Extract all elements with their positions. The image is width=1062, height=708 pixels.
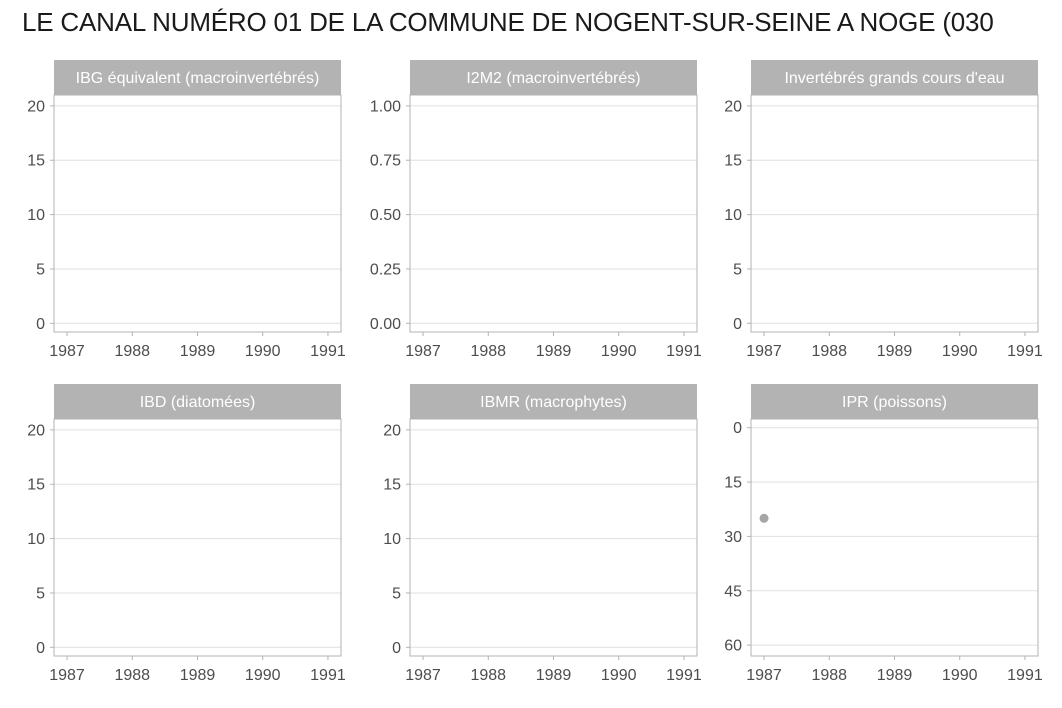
y-tick-label: 15 xyxy=(724,153,742,170)
x-tick-label: 1987 xyxy=(405,667,441,684)
y-tick-label: 10 xyxy=(27,207,45,224)
x-tick-label: 1990 xyxy=(942,343,978,360)
x-tick-label: 1988 xyxy=(811,343,847,360)
y-tick-label: 5 xyxy=(36,261,45,278)
x-tick-label: 1990 xyxy=(601,343,637,360)
y-tick-label: 10 xyxy=(383,531,401,548)
panel-border xyxy=(750,94,1039,333)
panel-title: Invertébrés grands cours d'eau xyxy=(784,70,1004,87)
y-tick-label: 1.00 xyxy=(370,98,401,115)
x-tick-label: 1988 xyxy=(114,667,150,684)
x-tick-label: 1991 xyxy=(666,343,702,360)
x-tick-label: 1990 xyxy=(601,667,637,684)
x-tick-label: 1989 xyxy=(877,343,913,360)
x-tick-label: 1989 xyxy=(180,667,216,684)
data-point xyxy=(759,513,769,523)
y-tick-label: 20 xyxy=(383,422,401,439)
panel-border xyxy=(409,418,698,657)
y-tick-label: 0 xyxy=(36,640,45,657)
x-tick-label: 1991 xyxy=(310,343,346,360)
y-tick-label: 30 xyxy=(724,529,742,546)
y-tick-label: 5 xyxy=(733,261,742,278)
x-tick-label: 1990 xyxy=(942,667,978,684)
y-tick-label: 10 xyxy=(27,531,45,548)
x-tick-label: 1991 xyxy=(1007,343,1043,360)
x-tick-label: 1987 xyxy=(746,667,782,684)
facet-panel: IBMR (macrophytes) 0 5 10 15 20 1987 1988 1989 19… xyxy=(383,384,702,684)
x-tick-label: 1989 xyxy=(877,667,913,684)
page-title: LE CANAL NUMÉRO 01 DE LA COMMUNE DE NOGE… xyxy=(22,7,994,37)
panel-strip xyxy=(751,60,1038,95)
y-tick-label: 15 xyxy=(27,153,45,170)
y-tick-label: 0 xyxy=(733,316,742,333)
x-tick-label: 1991 xyxy=(666,667,702,684)
y-tick-label: 0 xyxy=(392,640,401,657)
panel-border xyxy=(53,94,342,333)
panel-strip xyxy=(751,384,1038,419)
x-tick-label: 1988 xyxy=(114,343,150,360)
y-tick-label: 5 xyxy=(36,585,45,602)
x-tick-label: 1990 xyxy=(245,343,281,360)
panel-title: IBMR (macrophytes) xyxy=(480,394,627,411)
panel-strip xyxy=(54,384,341,419)
y-tick-label: 60 xyxy=(724,638,742,655)
y-tick-label: 0 xyxy=(36,316,45,333)
y-tick-label: 0 xyxy=(733,420,742,437)
panel-border xyxy=(750,418,1039,657)
y-tick-label: 20 xyxy=(724,98,742,115)
panel-strip xyxy=(410,60,697,95)
y-tick-label: 15 xyxy=(383,477,401,494)
y-tick-label: 0.50 xyxy=(370,207,401,224)
y-tick-label: 15 xyxy=(724,475,742,492)
x-tick-label: 1989 xyxy=(180,343,216,360)
panel-strip xyxy=(410,384,697,419)
panel-strip xyxy=(54,60,341,95)
y-tick-label: 45 xyxy=(724,583,742,600)
x-tick-label: 1987 xyxy=(746,343,782,360)
y-tick-label: 0.00 xyxy=(370,316,401,333)
x-tick-label: 1987 xyxy=(405,343,441,360)
panel-title: IBG équivalent (macroinvertébrés) xyxy=(76,70,320,87)
x-tick-label: 1991 xyxy=(1007,667,1043,684)
x-tick-label: 1989 xyxy=(536,667,572,684)
facet-panel: IBG équivalent (macroinvertébrés) 0 5 10 15 2… xyxy=(27,60,346,360)
panel-border xyxy=(409,94,698,333)
y-tick-label: 20 xyxy=(27,98,45,115)
x-tick-label: 1988 xyxy=(470,343,506,360)
y-tick-label: 10 xyxy=(724,207,742,224)
x-tick-label: 1988 xyxy=(811,667,847,684)
facet-panel: IBD (diatomées) 0 5 10 15 20 1987 1988 1989 1990 1… xyxy=(27,384,346,684)
y-tick-label: 5 xyxy=(392,585,401,602)
x-tick-label: 1989 xyxy=(536,343,572,360)
panel-title: IPR (poissons) xyxy=(842,394,947,411)
facet-panel: Invertébrés grands cours d'eau 0 5 10 15 20 19… xyxy=(724,60,1043,360)
panel-title: IBD (diatomées) xyxy=(140,394,256,411)
y-tick-label: 0.75 xyxy=(370,153,401,170)
x-tick-label: 1988 xyxy=(470,667,506,684)
x-tick-label: 1987 xyxy=(49,667,85,684)
facet-panel: I2M2 (macroinvertébrés) 0.00 0.25 0.50 0.75 1… xyxy=(370,60,702,360)
y-tick-label: 15 xyxy=(27,477,45,494)
x-tick-label: 1987 xyxy=(49,343,85,360)
x-tick-label: 1990 xyxy=(245,667,281,684)
panel-title: I2M2 (macroinvertébrés) xyxy=(466,70,640,87)
panel-border xyxy=(53,418,342,657)
x-tick-label: 1991 xyxy=(310,667,346,684)
y-tick-label: 0.25 xyxy=(370,261,401,278)
y-tick-label: 20 xyxy=(27,422,45,439)
